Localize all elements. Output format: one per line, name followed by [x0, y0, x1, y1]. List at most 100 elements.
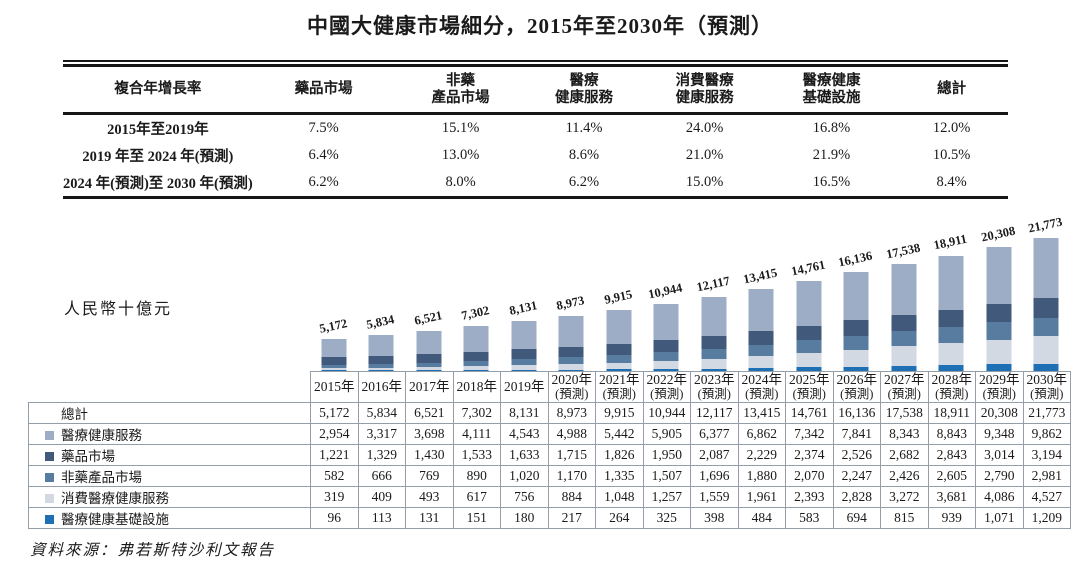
- year-header-cell: 2022年 (預測): [642, 371, 691, 403]
- value-cell: 2,087: [690, 444, 739, 466]
- bar-stack: [606, 310, 632, 371]
- source-note: 資料來源：弗若斯特沙利文報告: [30, 542, 276, 559]
- year-header-cell: 2015年: [310, 371, 359, 403]
- cagr-column-header: 藥品市場: [253, 66, 395, 114]
- value-cell: 8,843: [927, 423, 976, 445]
- bar-total-label: 16,136: [837, 249, 874, 270]
- forecast-note: (預測): [602, 387, 636, 401]
- value-cell: 180: [500, 507, 549, 529]
- bar-segment-消費醫療健康服務: [511, 365, 537, 370]
- legend-swatch: [45, 494, 54, 503]
- bar-segment-醫療健康基礎設施: [606, 369, 632, 371]
- value-cell: 2,229: [737, 444, 786, 466]
- bar-segment-非藥產品市場: [463, 360, 489, 367]
- cagr-value-cell: 15.1%: [441, 119, 480, 136]
- year-header-cell: 2023年 (預測): [690, 371, 739, 403]
- year-header-cell: 2019年: [500, 371, 549, 403]
- bar-segment-醫療健康服務: [321, 339, 347, 358]
- bar-segment-醫療健康基礎設施: [891, 366, 917, 371]
- value-cell: 1,826: [595, 444, 644, 466]
- value-cell: 2,790: [975, 465, 1024, 487]
- cagr-header-row: 複合年增長率 藥品市場 非藥 產品市場 醫療 健康服務 消費醫療 健康服務 醫療健康 基礎設施 總計: [63, 66, 1008, 114]
- bar-stack: [748, 289, 774, 371]
- cagr-header-line: 醫療健康: [802, 72, 861, 89]
- bar-segment-藥品市場: [463, 351, 489, 361]
- year-header-cell: 2024年 (預測): [737, 371, 786, 403]
- bar-segment-消費醫療健康服務: [986, 339, 1012, 365]
- value-cell: 884: [547, 486, 596, 508]
- legend-swatch: [45, 473, 54, 482]
- bar-segment-非藥產品市場: [653, 352, 679, 362]
- bar-segment-消費醫療健康服務: [606, 363, 632, 370]
- chart-column: 12,117: [690, 213, 738, 371]
- bar-total-label: 8,131: [507, 298, 539, 319]
- value-cell: 1,020: [500, 465, 549, 487]
- cagr-value-cell: 6.4%: [308, 147, 339, 163]
- bar-segment-藥品市場: [843, 320, 869, 336]
- value-cell: 1,880: [737, 465, 786, 487]
- bar-total-label: 18,911: [932, 232, 969, 253]
- bar-segment-藥品市場: [938, 309, 964, 327]
- bar-segment-消費醫療健康服務: [748, 356, 774, 369]
- value-cell: 1,961: [737, 486, 786, 508]
- bar-segment-藥品市場: [368, 355, 394, 364]
- chart-column: 7,302: [453, 213, 501, 371]
- year-header-cell: 2016年: [357, 371, 406, 403]
- bar-segment-消費醫療健康服務: [463, 366, 489, 371]
- bar-stack: [368, 335, 394, 371]
- bar-segment-醫療健康服務: [986, 246, 1012, 305]
- bar-segment-醫療健康服務: [748, 289, 774, 331]
- chart-column: 9,915: [595, 213, 643, 371]
- bar-total-label: 10,944: [647, 280, 684, 302]
- year-header-row: 2015年 2016年 2017年 2018年 2019年 2020年 (預測) 2021年(…: [29, 371, 1071, 403]
- bar-segment-非藥產品市場: [511, 359, 537, 366]
- bar-segment-醫療健康基礎設施: [1033, 363, 1059, 371]
- cagr-header-line: 健康服務: [555, 89, 614, 106]
- cagr-column-header: 消費醫療 健康服務: [641, 66, 767, 114]
- value-cell: 1,048: [595, 486, 644, 508]
- bar-segment-藥品市場: [748, 331, 774, 345]
- bar-segment-非藥產品市場: [891, 331, 917, 347]
- bar-segment-非藥產品市場: [701, 348, 727, 360]
- cagr-row-label: 2019 年至 2024 年(預測): [82, 149, 234, 165]
- value-cell: 12,117: [690, 402, 739, 424]
- y-axis-unit-label: 人民幣十億元: [64, 301, 173, 318]
- value-cell: 3,272: [880, 486, 929, 508]
- chart-column: 8,131: [500, 213, 548, 371]
- bar-segment-醫療健康服務: [416, 331, 442, 354]
- bar-total-label: 5,834: [365, 312, 396, 333]
- cagr-value-cell: 6.2%: [568, 174, 600, 191]
- value-cell: 1,559: [690, 486, 739, 508]
- value-cell: 5,905: [642, 423, 691, 445]
- bar-segment-醫療健康服務: [368, 335, 394, 356]
- value-cell: 20,308: [975, 402, 1024, 424]
- bar-segment-藥品市場: [606, 343, 632, 355]
- value-cell: 2,843: [927, 444, 976, 466]
- year-header-cell: 2018年: [452, 371, 501, 403]
- year-header-cell: 2030年 (預測): [1022, 371, 1071, 403]
- bar-segment-醫療健康服務: [701, 297, 727, 336]
- bar-segment-醫療健康基礎設施: [321, 370, 347, 371]
- cagr-value-cell: 8.6%: [568, 147, 600, 163]
- cagr-row-label: 2024 年(預測)至 2030 年(預測): [63, 176, 253, 193]
- value-cell: 4,527: [1022, 486, 1071, 508]
- value-cell: 2,374: [785, 444, 834, 466]
- value-cell: 7,342: [785, 423, 834, 445]
- bar-segment-醫療健康基礎設施: [653, 369, 679, 371]
- bar-segment-非藥產品市場: [558, 357, 584, 365]
- value-cell: 319: [310, 486, 359, 508]
- value-cell: 3,014: [975, 444, 1024, 466]
- year-label: 2019年: [504, 379, 545, 394]
- bar-segment-非藥產品市場: [321, 364, 347, 369]
- value-cell: 14,761: [785, 402, 834, 424]
- year-label: 2020年: [551, 372, 593, 387]
- cagr-table: 複合年增長率 藥品市場 非藥 產品市場 醫療 健康服務 消費醫療 健康服務 醫療健康 基礎設施 總計…: [63, 60, 1008, 199]
- value-cell: 8,343: [880, 423, 929, 445]
- bar-stack: [321, 339, 347, 371]
- bar-segment-醫療健康服務: [463, 326, 489, 352]
- year-label: 2017年: [409, 379, 450, 394]
- value-cell: 2,954: [310, 423, 359, 445]
- bar-segment-非藥產品市場: [938, 326, 964, 343]
- bar-segment-醫療健康基礎設施: [463, 370, 489, 371]
- table-row: 非藥產品市場 582 666 769 890 1,020 1,170 1,335 1,507 1,…: [28, 465, 1071, 487]
